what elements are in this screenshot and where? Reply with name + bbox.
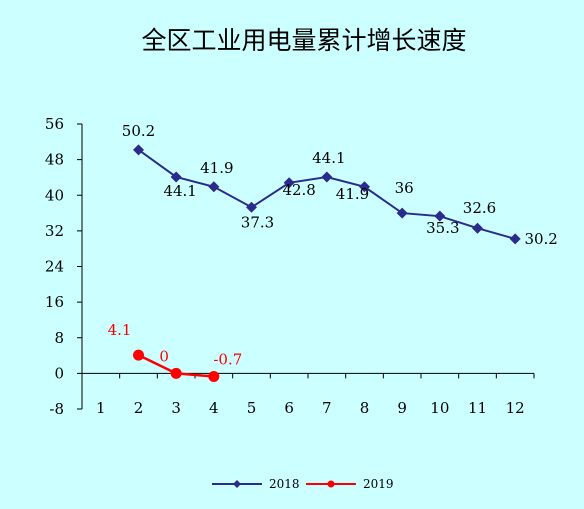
series-2018 <box>133 144 521 245</box>
x-tick-label: 11 <box>468 399 487 417</box>
series-2019 <box>133 349 220 382</box>
data-point-marker <box>170 171 182 183</box>
y-tick-label: 8 <box>54 329 64 347</box>
y-tick-label: 32 <box>45 222 64 240</box>
legend-marker <box>233 480 241 488</box>
y-tick-label: 16 <box>45 293 64 311</box>
data-point-marker <box>434 210 446 222</box>
legend-marker <box>327 480 335 488</box>
x-tick-label: 8 <box>360 399 370 417</box>
data-label: 32.6 <box>463 199 496 217</box>
data-point-marker <box>359 181 370 193</box>
x-tick-label: 7 <box>322 399 332 417</box>
legend-item-2018: 2018 <box>212 477 300 491</box>
data-label: 30.2 <box>524 230 557 248</box>
legend-label: 2019 <box>363 477 394 491</box>
data-label: 41.9 <box>200 159 233 177</box>
data-label: 37.3 <box>241 213 274 231</box>
data-point-marker <box>472 222 483 234</box>
y-tick-label: -8 <box>49 400 64 418</box>
y-tick-label: 56 <box>45 115 64 133</box>
x-tick-label: 5 <box>247 399 257 417</box>
data-label: 35.3 <box>426 219 459 237</box>
y-tick-label: 48 <box>45 151 64 169</box>
x-tick-label: 10 <box>430 399 449 417</box>
data-label: 50.2 <box>122 122 155 140</box>
data-point-marker <box>246 201 257 213</box>
x-tick-label: 2 <box>134 399 144 417</box>
data-point-marker <box>321 171 333 183</box>
data-label: 4.1 <box>108 321 132 339</box>
data-labels: 50.244.141.937.342.844.141.9 3635.332.630… <box>108 122 558 369</box>
series-layer <box>133 144 521 382</box>
chart-title: 全区工业用电量累计增长速度 <box>141 26 466 55</box>
data-label: 44.1 <box>163 182 196 200</box>
x-tick-label: 6 <box>284 399 294 417</box>
legend-label: 2018 <box>269 477 300 491</box>
x-tick-label: 4 <box>209 399 219 417</box>
legend: 2018 2019 <box>212 477 394 491</box>
data-point-marker <box>208 370 220 382</box>
x-tick-label: 3 <box>171 399 181 417</box>
data-point-marker <box>509 233 521 245</box>
x-tick-label: 1 <box>96 399 106 417</box>
y-tick-label: 40 <box>45 186 64 204</box>
data-label: 42.8 <box>282 181 315 199</box>
x-tick-label: 12 <box>506 399 525 417</box>
data-point-marker <box>283 177 295 189</box>
data-label: 36 <box>395 179 414 197</box>
data-label: 44.1 <box>312 149 345 167</box>
data-point-marker <box>170 367 182 379</box>
y-tick-label: 24 <box>45 258 64 276</box>
legend-item-2019: 2019 <box>306 477 394 491</box>
data-point-marker <box>208 181 220 193</box>
x-tick-label: 9 <box>397 399 407 417</box>
data-point-marker <box>396 207 408 219</box>
data-label: 41.9 <box>336 185 369 203</box>
data-point-marker <box>133 349 144 361</box>
data-label: -0.7 <box>213 350 242 368</box>
data-point-marker <box>133 144 144 156</box>
y-tick-label: 0 <box>54 364 64 382</box>
data-label: 0 <box>159 347 169 365</box>
